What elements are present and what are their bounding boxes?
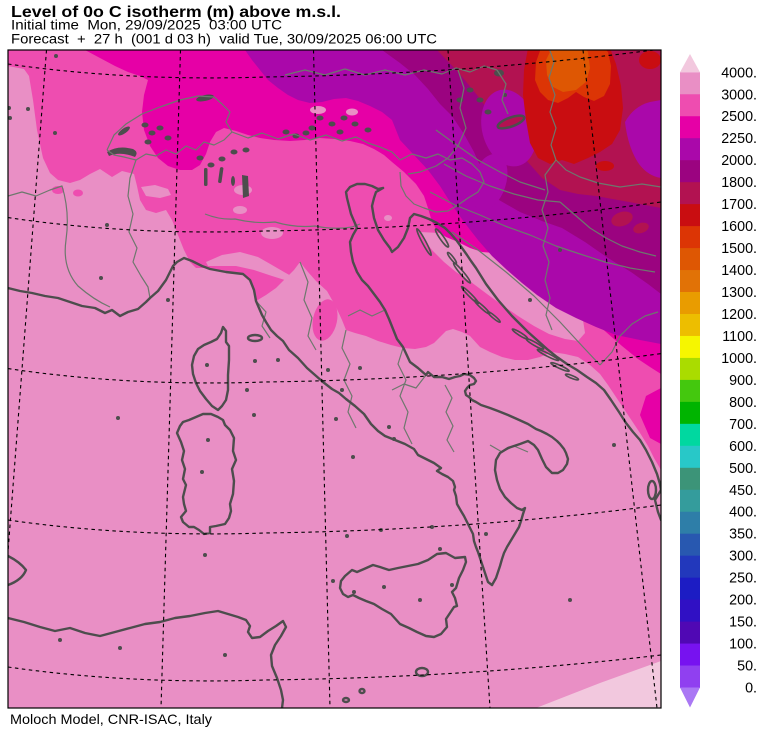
svg-text:800.: 800. xyxy=(729,395,757,411)
svg-text:1600.: 1600. xyxy=(721,219,757,235)
svg-text:250.: 250. xyxy=(729,571,757,587)
svg-text:3000.: 3000. xyxy=(721,87,757,103)
svg-text:0.: 0. xyxy=(745,681,757,697)
svg-text:1100.: 1100. xyxy=(722,329,757,345)
svg-text:900.: 900. xyxy=(729,373,757,389)
svg-text:150.: 150. xyxy=(729,615,757,631)
svg-text:Level of 0o C isotherm (m) abo: Level of 0o C isotherm (m) above m.s.l. xyxy=(11,4,341,21)
svg-text:700.: 700. xyxy=(729,417,757,433)
svg-text:Initial time Mon, 29/09/2025: Initial time Mon, 29/09/2025 03:00 UTC xyxy=(11,18,282,33)
svg-text:Forecast + 27 h (001 d 03 h: Forecast + 27 h (001 d 03 h) valid Tue, … xyxy=(11,32,437,47)
svg-text:4000.: 4000. xyxy=(721,65,757,81)
svg-text:1300.: 1300. xyxy=(721,285,757,301)
svg-text:1700.: 1700. xyxy=(721,197,757,213)
svg-text:1200.: 1200. xyxy=(721,307,757,323)
svg-text:1400.: 1400. xyxy=(721,263,757,279)
svg-text:200.: 200. xyxy=(729,593,757,609)
svg-text:400.: 400. xyxy=(729,505,757,521)
svg-text:2250.: 2250. xyxy=(721,131,757,147)
svg-text:500.: 500. xyxy=(729,461,757,477)
svg-text:Moloch Model, CNR-ISAC, Italy: Moloch Model, CNR-ISAC, Italy xyxy=(10,711,212,727)
svg-text:2000.: 2000. xyxy=(721,153,757,169)
svg-text:1800.: 1800. xyxy=(721,175,757,191)
svg-text:1500.: 1500. xyxy=(721,241,757,257)
svg-text:2500.: 2500. xyxy=(721,109,757,125)
svg-text:50.: 50. xyxy=(737,659,757,675)
svg-text:600.: 600. xyxy=(729,439,757,455)
svg-text:1000.: 1000. xyxy=(721,351,757,367)
svg-text:300.: 300. xyxy=(729,549,757,565)
svg-text:100.: 100. xyxy=(729,637,757,653)
svg-text:450.: 450. xyxy=(729,483,757,499)
svg-text:350.: 350. xyxy=(729,527,757,543)
